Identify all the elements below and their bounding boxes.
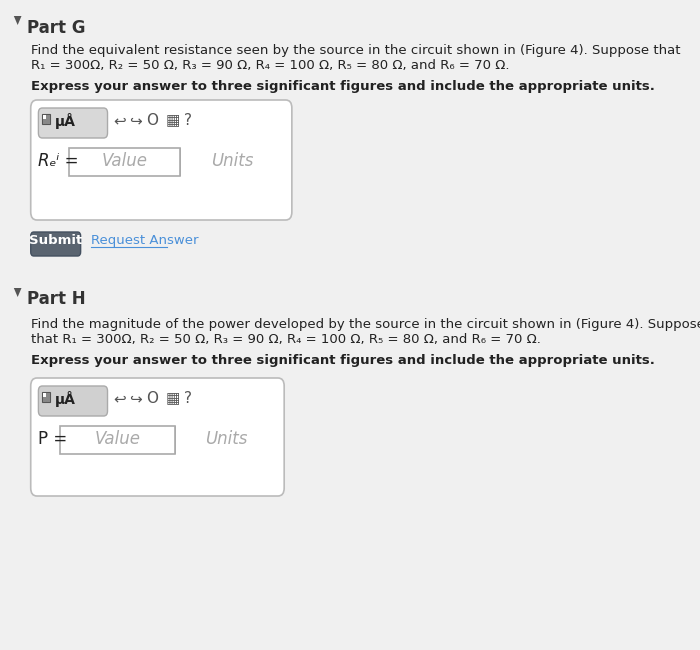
Text: R₁ = 300Ω, R₂ = 50 Ω, R₃ = 90 Ω, R₄ = 100 Ω, R₅ = 80 Ω, and R₆ = 70 Ω.: R₁ = 300Ω, R₂ = 50 Ω, R₃ = 90 Ω, R₄ = 10… — [31, 59, 509, 72]
Bar — [43, 393, 46, 397]
Bar — [47, 115, 50, 119]
Text: P =: P = — [38, 430, 68, 448]
Text: ↩: ↩ — [113, 391, 127, 406]
Text: Find the magnitude of the power developed by the source in the circuit shown in : Find the magnitude of the power develope… — [31, 318, 700, 331]
Text: μÅ: μÅ — [55, 391, 76, 407]
Bar — [69, 148, 181, 176]
Text: Value: Value — [94, 430, 141, 448]
Text: ↪: ↪ — [129, 391, 142, 406]
Text: Units: Units — [211, 152, 253, 170]
Text: ▦: ▦ — [165, 391, 179, 406]
Text: μÅ: μÅ — [55, 113, 76, 129]
Polygon shape — [14, 16, 22, 25]
Text: Rₑⁱ =: Rₑⁱ = — [38, 152, 79, 170]
Text: Part G: Part G — [27, 19, 85, 37]
Bar — [176, 426, 276, 454]
Bar — [42, 114, 50, 124]
Text: Find the equivalent resistance seen by the source in the circuit shown in (Figur: Find the equivalent resistance seen by t… — [31, 44, 680, 57]
Text: Units: Units — [204, 430, 247, 448]
FancyBboxPatch shape — [31, 232, 80, 256]
Text: Express your answer to three significant figures and include the appropriate uni: Express your answer to three significant… — [31, 354, 654, 367]
FancyBboxPatch shape — [38, 108, 108, 138]
Text: ?: ? — [184, 113, 192, 128]
Text: Value: Value — [102, 152, 148, 170]
Bar — [43, 115, 46, 119]
Text: Express your answer to three significant figures and include the appropriate uni: Express your answer to three significant… — [31, 80, 654, 93]
Text: ↪: ↪ — [129, 113, 142, 128]
Bar — [42, 392, 50, 402]
Bar — [47, 398, 50, 402]
Text: ▦: ▦ — [165, 113, 179, 128]
Bar — [47, 120, 50, 124]
Text: Request Answer: Request Answer — [90, 234, 198, 247]
FancyBboxPatch shape — [31, 100, 292, 220]
FancyBboxPatch shape — [31, 378, 284, 496]
Text: Ο: Ο — [146, 391, 158, 406]
FancyBboxPatch shape — [38, 386, 108, 416]
Text: Part H: Part H — [27, 290, 85, 308]
Text: Ο: Ο — [146, 113, 158, 128]
Text: that R₁ = 300Ω, R₂ = 50 Ω, R₃ = 90 Ω, R₄ = 100 Ω, R₅ = 80 Ω, and R₆ = 70 Ω.: that R₁ = 300Ω, R₂ = 50 Ω, R₃ = 90 Ω, R₄… — [31, 333, 540, 346]
Bar — [43, 120, 46, 124]
Bar — [60, 426, 175, 454]
Text: ↩: ↩ — [113, 113, 127, 128]
Bar — [43, 398, 46, 402]
Text: Submit: Submit — [29, 234, 82, 247]
Polygon shape — [14, 288, 22, 297]
Bar — [175, 426, 176, 454]
Bar — [47, 393, 50, 397]
Text: ?: ? — [184, 391, 192, 406]
Bar — [181, 148, 283, 176]
